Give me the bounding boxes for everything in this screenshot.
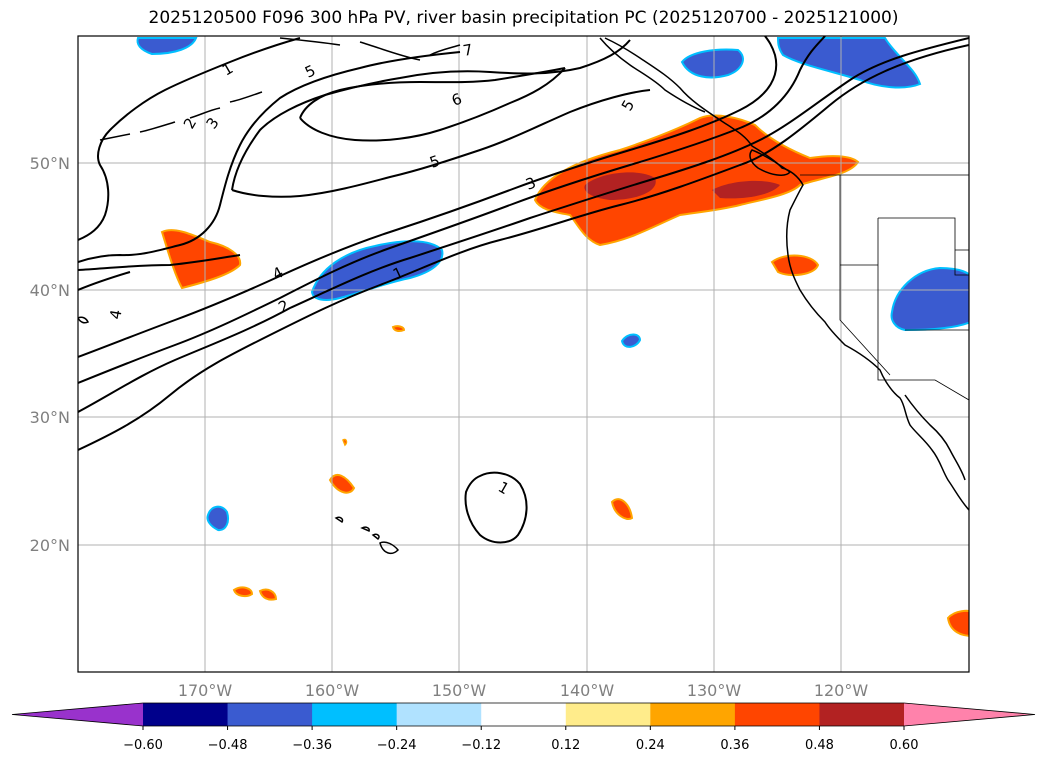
colorbar-tick-label: 0.36 bbox=[720, 738, 749, 753]
longitude-labels: 170°W 160°W 150°W 140°W 130°W 120°W bbox=[178, 681, 869, 700]
colorbar-tick-label: −0.24 bbox=[377, 738, 417, 753]
borders bbox=[800, 174, 969, 401]
precip-strong-core-1 bbox=[584, 172, 656, 200]
latitude-labels: 50°N 40°N 30°N 20°N bbox=[30, 154, 70, 555]
colorbar-tick-label: −0.12 bbox=[461, 738, 501, 753]
pv-contour-7 bbox=[78, 37, 301, 241]
colorbar-segment bbox=[565, 703, 651, 726]
alaska-coast bbox=[279, 37, 706, 113]
lon-label-150w: 150°W bbox=[432, 681, 487, 700]
precip-positive-spot-se bbox=[946, 609, 969, 637]
precip-strong-core-2 bbox=[712, 180, 780, 199]
north-america-coast bbox=[604, 37, 969, 511]
pv-contour-9 bbox=[299, 67, 566, 142]
colorbar-segment bbox=[312, 703, 398, 726]
lat-label-20n: 20°N bbox=[30, 536, 70, 555]
precip-negative-region-central bbox=[310, 240, 444, 301]
colorbar-segment bbox=[650, 703, 736, 726]
precip-positive-spot-east bbox=[610, 498, 634, 520]
pv-contour-10 bbox=[464, 471, 528, 544]
lon-label-170w: 170°W bbox=[178, 681, 233, 700]
aleutians bbox=[78, 91, 263, 324]
map-frame bbox=[77, 35, 970, 673]
pv-contour-2 bbox=[78, 37, 969, 413]
colorbar-tick-label: −0.48 bbox=[208, 738, 248, 753]
precip-negative-spot-2 bbox=[620, 333, 642, 348]
pv-contour-4 bbox=[78, 36, 778, 358]
pv-contours bbox=[78, 36, 969, 544]
state-borders bbox=[839, 175, 969, 401]
colorbar-segment bbox=[734, 703, 820, 726]
hawaii-main bbox=[379, 541, 400, 555]
precip-negative-region-nw bbox=[136, 37, 198, 56]
colorbar-segment bbox=[396, 703, 482, 726]
hawaii-kauai bbox=[334, 516, 344, 524]
colorbar-tick-label: 0.60 bbox=[890, 738, 919, 753]
colorbar: −0.60 −0.48 −0.36 −0.24 −0.12 0.12 0.24 0.36 0.4… bbox=[11, 702, 1036, 753]
precip-positive-spot-hawaii bbox=[328, 473, 356, 494]
gridlines bbox=[78, 36, 969, 672]
pv-contour-6 bbox=[78, 51, 461, 263]
precip-negative-region-great-basin bbox=[890, 266, 969, 332]
coastlines bbox=[78, 37, 969, 555]
hawaii-maui bbox=[371, 533, 380, 541]
figure-title: 2025120500 F096 300 hPa PV, river basin … bbox=[148, 8, 899, 28]
colorbar-tick-label: 0.48 bbox=[805, 738, 834, 753]
colorbar-tick-label: 0.24 bbox=[636, 738, 665, 753]
colorbar-segment bbox=[227, 703, 313, 726]
colorbar-segment bbox=[481, 703, 567, 726]
precip-positive-region-ncal bbox=[770, 254, 820, 277]
pv-contour-3 bbox=[78, 36, 826, 384]
lat-label-40n: 40°N bbox=[30, 281, 70, 300]
colorbar-tick-label: −0.36 bbox=[292, 738, 332, 753]
lon-label-120w: 120°W bbox=[814, 681, 869, 700]
lon-label-140w: 140°W bbox=[560, 681, 615, 700]
pv-contour-1 bbox=[78, 44, 969, 451]
colorbar-tick-label: −0.60 bbox=[123, 738, 163, 753]
pv-contour-8 bbox=[231, 39, 651, 198]
colorbar-extend-low bbox=[12, 703, 143, 726]
pv-contour-5 bbox=[78, 254, 241, 291]
pv-label: 7 bbox=[462, 41, 475, 60]
baja-coast bbox=[904, 394, 966, 481]
lon-label-160w: 160°W bbox=[305, 681, 360, 700]
colorbar-segment bbox=[819, 703, 905, 726]
precip-negative-region-alaska bbox=[680, 48, 744, 79]
lon-label-130w: 130°W bbox=[687, 681, 742, 700]
lat-label-50n: 50°N bbox=[30, 154, 70, 173]
precip-positive-spot-2 bbox=[258, 588, 278, 601]
map-area: 1 2 3 5 6 7 1 2 3 4 5 1 5 4 bbox=[78, 36, 969, 672]
lat-label-30n: 30°N bbox=[30, 408, 70, 427]
colorbar-tick-label: 0.12 bbox=[551, 738, 580, 753]
precip-positive-spot-3 bbox=[391, 325, 406, 332]
colorbar-segment bbox=[143, 703, 229, 726]
pv-label: 4 bbox=[106, 308, 125, 321]
precip-negative-spot-1 bbox=[206, 505, 229, 532]
hawaii-oahu bbox=[360, 526, 370, 533]
vancouver-island bbox=[749, 149, 792, 176]
precip-positive-spot-4 bbox=[342, 438, 348, 447]
precip-positive-spot-1 bbox=[232, 586, 254, 598]
colorbar-extend-high bbox=[904, 703, 1035, 726]
